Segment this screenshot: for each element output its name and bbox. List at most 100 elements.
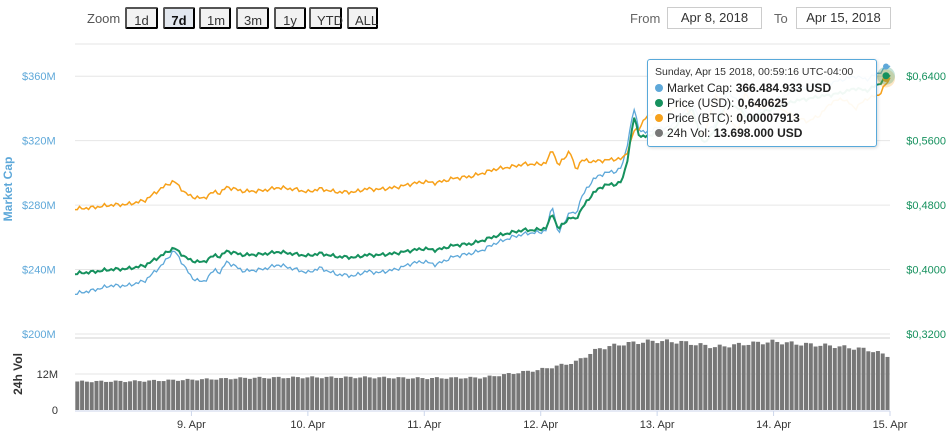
volume-bar: [209, 379, 214, 410]
volume-bar: [756, 341, 761, 410]
zoom-7d-button[interactable]: 7d: [163, 7, 195, 29]
volume-bar: [444, 378, 449, 410]
right-tick-label-0: $0,3200: [906, 329, 946, 341]
volume-bar: [300, 378, 305, 410]
volume-bar: [497, 376, 502, 410]
volume-bar: [736, 342, 741, 410]
tooltip-volume-label: 24h Vol:: [667, 126, 711, 140]
zoom-3m-button[interactable]: 3m: [236, 7, 269, 29]
volume-bar: [343, 376, 348, 410]
volume-bar: [760, 344, 765, 410]
volume-bar: [295, 377, 300, 410]
volume-bar: [501, 374, 506, 410]
volume-bar: [315, 377, 319, 410]
volume-bar: [291, 376, 296, 410]
volume-bar: [463, 378, 468, 410]
x-tick-label-2: 11. Apr: [407, 419, 441, 431]
zoom-1d-button[interactable]: 1d: [125, 7, 158, 29]
volume-bar: [118, 380, 123, 410]
volume-bar: [406, 378, 411, 410]
volume-bar: [693, 345, 698, 410]
left-tick-label-3: $320M: [22, 136, 56, 148]
volume-bar: [94, 380, 99, 410]
zoom-1m-button[interactable]: 1m: [199, 7, 231, 29]
volume-bar: [84, 381, 89, 410]
volume-bar: [842, 345, 847, 410]
volume-bar: [104, 381, 109, 410]
volume-bar: [525, 370, 530, 410]
price-usd-dot-icon: [655, 99, 663, 107]
volume-bar: [391, 378, 396, 410]
volume-bar: [511, 374, 516, 410]
volume-bar: [247, 378, 252, 410]
zoom-all-button[interactable]: ALL: [347, 7, 378, 29]
volume-bar: [137, 381, 142, 410]
volume-bar: [660, 341, 665, 410]
volume-bar: [684, 341, 689, 410]
zoom-ytd-button[interactable]: YTD: [309, 7, 343, 29]
volume-bar: [516, 373, 521, 410]
volume-bar: [880, 353, 885, 410]
volume-bar: [617, 345, 622, 410]
volume-bar: [746, 344, 751, 410]
market-cap-dot-icon: [655, 84, 663, 92]
volume-bar: [626, 342, 631, 410]
volume-bar: [751, 341, 756, 410]
volume-bar: [305, 377, 310, 410]
volume-bar: [468, 376, 473, 410]
volume-bar: [482, 377, 487, 410]
tooltip-price-usd-value: 0,640625: [737, 96, 788, 110]
market-cap-marker: [883, 63, 889, 70]
volume-bar: [688, 344, 693, 410]
volume-bar: [156, 381, 161, 410]
x-tick-label-1: 10. Apr: [290, 419, 325, 431]
volume-bar: [75, 381, 80, 410]
volume-bar: [717, 344, 722, 410]
zoom-1y-button[interactable]: 1y: [274, 7, 306, 29]
right-tick-label-2: $0,4800: [906, 200, 946, 212]
volume-bar: [257, 376, 262, 410]
price-usd-marker: [882, 72, 890, 80]
to-date-input[interactable]: [796, 7, 891, 29]
x-tick-label-6: 15. Apr: [873, 419, 908, 431]
volume-bar: [741, 345, 746, 410]
from-date-input[interactable]: [667, 7, 762, 29]
volume-bar: [396, 377, 401, 410]
volume-bar: [722, 346, 727, 410]
volume-bar: [823, 343, 828, 410]
volume-bar: [329, 376, 334, 410]
volume-bar: [832, 348, 837, 410]
volume-bar: [866, 351, 871, 410]
volume-bar: [99, 380, 104, 410]
volume-bar: [353, 378, 358, 410]
volume-bar: [219, 378, 224, 410]
volume-bar: [233, 378, 238, 410]
volume-bar: [655, 343, 660, 410]
tooltip-volume: 24h Vol: 13.698.000 USD: [655, 126, 802, 140]
tooltip-price-btc-value: 0,00007913: [736, 111, 800, 125]
tooltip-price-btc: Price (BTC): 0,00007913: [655, 111, 800, 125]
to-label: To: [774, 11, 788, 26]
volume-bar: [799, 345, 804, 410]
volume-bars: [75, 339, 890, 410]
volume-bar: [425, 379, 430, 410]
volume-bar: [861, 347, 866, 410]
volume-tick-label-0: 0: [52, 405, 58, 417]
volume-bar: [195, 380, 200, 410]
volume-bar: [770, 339, 775, 410]
volume-bar: [588, 353, 593, 410]
volume-bar: [487, 375, 492, 410]
volume-bar: [564, 364, 569, 410]
range-selector: Zoom 1d 7d 1m 3m 1y YTD ALL From To: [0, 0, 950, 36]
volume-bar: [813, 346, 818, 410]
volume-bar: [439, 378, 444, 410]
volume-bar: [478, 378, 482, 410]
left-tick-label-1: $240M: [22, 265, 56, 277]
volume-bar: [875, 351, 880, 410]
volume-tick-label-1: 12M: [37, 369, 58, 381]
volume-bar: [612, 343, 617, 410]
volume-bar: [765, 342, 770, 410]
volume-bar: [645, 339, 650, 410]
volume-bar: [147, 380, 152, 410]
volume-bar: [362, 376, 367, 410]
